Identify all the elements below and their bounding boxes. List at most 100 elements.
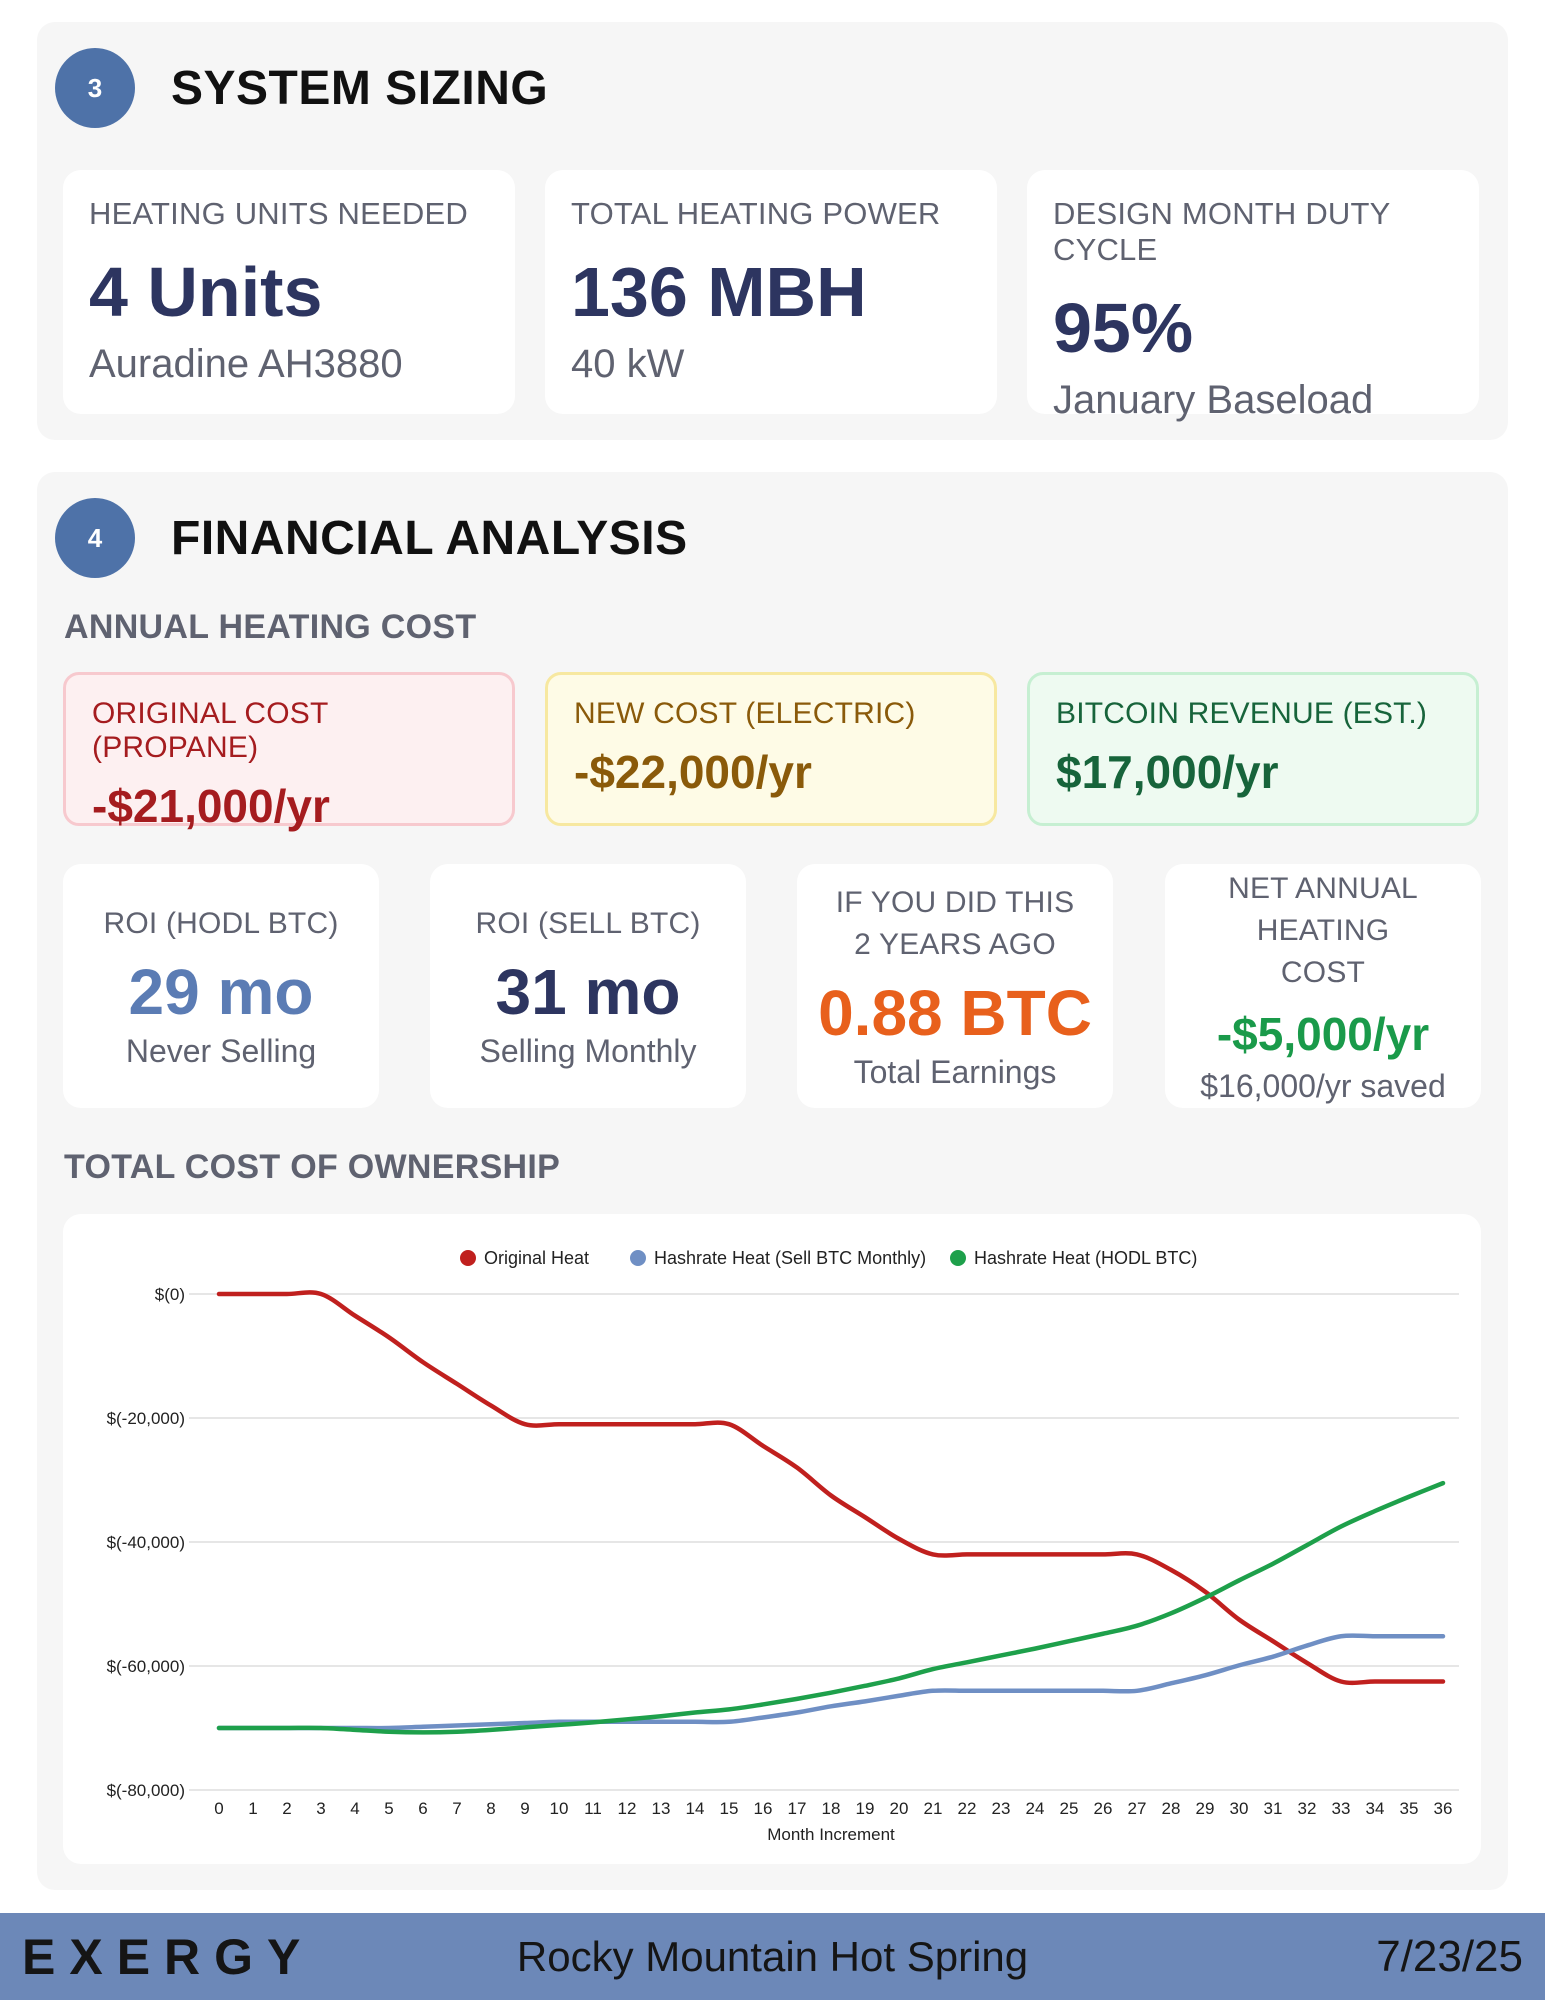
x-tick-label: 1 [248, 1799, 257, 1818]
metric-value: 31 mo [495, 955, 681, 1028]
roi-sell-card: ROI (SELL BTC) 31 mo Selling Monthly [430, 864, 746, 1108]
legend-marker [630, 1250, 646, 1266]
metric-label: ROI (HODL BTC) [103, 906, 339, 940]
legend-label: Original Heat [484, 1248, 589, 1268]
metric-label: NET ANNUAL HEATING COST [1228, 871, 1418, 989]
x-tick-label: 35 [1400, 1799, 1419, 1818]
y-tick-label: $(0) [155, 1285, 185, 1304]
total-heating-power-card: TOTAL HEATING POWER 136 MBH 40 kW [545, 170, 997, 414]
financial-analysis-section: 4 FINANCIAL ANALYSIS ANNUAL HEATING COST… [37, 472, 1508, 1890]
metric-value: -$5,000/yr [1216, 1007, 1430, 1060]
x-tick-label: 12 [618, 1799, 637, 1818]
card-subtext: Auradine AH3880 [89, 342, 403, 386]
metric-subtext: Total Earnings [853, 1053, 1057, 1090]
annual-heating-cost-heading: ANNUAL HEATING COST [64, 608, 477, 646]
cost-label: BITCOIN REVENUE (EST.) [1056, 697, 1428, 730]
net-annual-cost-card: NET ANNUAL HEATING COST -$5,000/yr $16,0… [1165, 864, 1481, 1108]
x-tick-label: 23 [992, 1799, 1011, 1818]
x-tick-label: 3 [316, 1799, 325, 1818]
y-tick-label: $(-60,000) [107, 1657, 185, 1676]
card-value: 4 Units [89, 253, 323, 331]
bitcoin-revenue-card: BITCOIN REVENUE (EST.) $17,000/yr [1027, 672, 1479, 826]
new-cost-card: NEW COST (ELECTRIC) -$22,000/yr [545, 672, 997, 826]
legend-label: Hashrate Heat (HODL BTC) [974, 1248, 1197, 1268]
tco-chart-card: $(0) $(-20,000) $(-40,000) $(-60,000) $(-80,… [63, 1214, 1481, 1864]
section-number-badge: 3 [55, 48, 135, 128]
metric-subtext: Never Selling [125, 1032, 317, 1069]
metric-subtext: $16,000/yr saved [1200, 1067, 1446, 1104]
card-subtext: January Baseload [1053, 378, 1374, 422]
original-heat-line [216, 1290, 1446, 1686]
metric-value: 0.88 BTC [818, 976, 1092, 1049]
x-tick-label: 17 [788, 1799, 807, 1818]
x-tick-label: 26 [1094, 1799, 1113, 1818]
x-tick-label: 0 [214, 1799, 223, 1818]
x-tick-label: 22 [958, 1799, 977, 1818]
metric-subtext: Selling Monthly [479, 1032, 697, 1069]
x-tick-label: 7 [452, 1799, 461, 1818]
original-cost-card: ORIGINAL COST (PROPANE) -$21,000/yr [63, 672, 515, 832]
x-tick-label: 14 [686, 1799, 705, 1818]
report-date: 7/23/25 [1376, 1931, 1523, 1981]
x-tick-label: 30 [1230, 1799, 1249, 1818]
x-tick-label: 24 [1026, 1799, 1045, 1818]
x-tick-label: 18 [822, 1799, 841, 1818]
x-tick-label: 5 [384, 1799, 393, 1818]
x-tick-label: 6 [418, 1799, 427, 1818]
x-tick-label: 31 [1264, 1799, 1283, 1818]
system-sizing-section: 3 SYSTEM SIZING HEATING UNITS NEEDED 4 U… [37, 22, 1508, 440]
x-tick-label: 8 [486, 1799, 495, 1818]
x-tick-label: 9 [520, 1799, 529, 1818]
tco-line-chart: $(0) $(-20,000) $(-40,000) $(-60,000) $(-80,… [107, 1248, 1459, 1844]
roi-hodl-card: ROI (HODL BTC) 29 mo Never Selling [63, 864, 379, 1108]
system-sizing-header: 3 SYSTEM SIZING [55, 48, 548, 128]
legend-marker [460, 1250, 476, 1266]
cost-value: -$21,000/yr [92, 780, 330, 832]
x-tick-label: 4 [350, 1799, 359, 1818]
cost-label: ORIGINAL COST (PROPANE) [92, 697, 328, 764]
card-label: HEATING UNITS NEEDED [89, 196, 468, 231]
x-tick-label: 25 [1060, 1799, 1079, 1818]
footer-bar: EXERGY Rocky Mountain Hot Spring 7/23/25 [0, 1913, 1545, 2000]
exergy-logo: EXERGY [22, 1928, 315, 1985]
hashrate-sell-line [216, 1633, 1446, 1731]
cost-value: $17,000/yr [1056, 746, 1279, 798]
site-name: Rocky Mountain Hot Spring [516, 1932, 1029, 1980]
x-tick-label: 10 [550, 1799, 569, 1818]
x-tick-label: 21 [924, 1799, 943, 1818]
x-tick-label: 19 [856, 1799, 875, 1818]
section-title: FINANCIAL ANALYSIS [171, 511, 688, 565]
legend-label: Hashrate Heat (Sell BTC Monthly) [654, 1248, 926, 1268]
x-tick-label: 27 [1128, 1799, 1147, 1818]
card-label: DESIGN MONTH DUTY CYCLE [1053, 196, 1390, 267]
card-value: 136 MBH [571, 253, 867, 331]
x-tick-label: 32 [1298, 1799, 1317, 1818]
heating-units-card: HEATING UNITS NEEDED 4 Units Auradine AH… [63, 170, 515, 414]
x-tick-label: 34 [1366, 1799, 1385, 1818]
tco-heading: TOTAL COST OF OWNERSHIP [64, 1148, 561, 1186]
financial-analysis-header: 4 FINANCIAL ANALYSIS [55, 498, 688, 578]
card-value: 95% [1053, 289, 1194, 367]
x-axis-label: Month Increment [767, 1825, 895, 1844]
metric-value: 29 mo [128, 955, 314, 1028]
y-tick-label: $(-40,000) [107, 1533, 185, 1552]
x-tick-label: 29 [1196, 1799, 1215, 1818]
x-tick-label: 2 [282, 1799, 291, 1818]
x-tick-label: 15 [720, 1799, 739, 1818]
card-label: TOTAL HEATING POWER [571, 196, 941, 231]
x-tick-label: 28 [1162, 1799, 1181, 1818]
y-tick-label: $(-20,000) [107, 1409, 185, 1428]
hashrate-hodl-line [216, 1480, 1446, 1735]
cost-label: NEW COST (ELECTRIC) [574, 697, 916, 730]
legend-marker [950, 1250, 966, 1266]
duty-cycle-card: DESIGN MONTH DUTY CYCLE 95% January Base… [1027, 170, 1479, 422]
x-tick-label: 36 [1434, 1799, 1453, 1818]
section-title: SYSTEM SIZING [171, 61, 549, 115]
y-tick-label: $(-80,000) [107, 1781, 185, 1800]
x-tick-label: 13 [652, 1799, 671, 1818]
cost-value: -$22,000/yr [574, 746, 812, 798]
x-tick-label: 16 [754, 1799, 773, 1818]
x-tick-label: 33 [1332, 1799, 1351, 1818]
x-tick-label: 20 [890, 1799, 909, 1818]
metric-label: ROI (SELL BTC) [475, 906, 701, 940]
